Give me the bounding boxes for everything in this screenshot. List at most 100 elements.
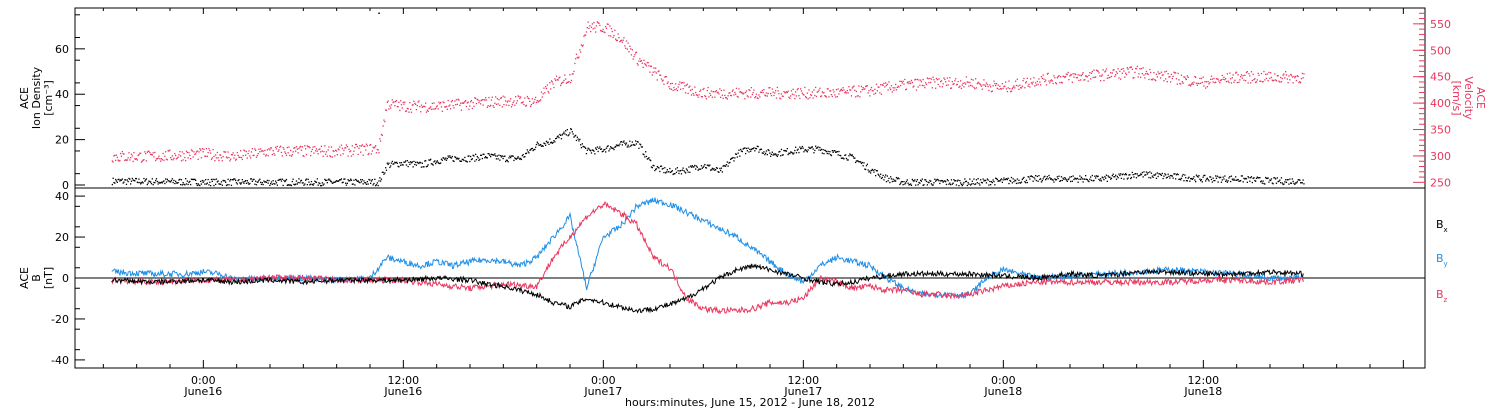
velocity-point	[1238, 81, 1240, 83]
ion-density-point	[1261, 182, 1263, 184]
ion-density-point	[241, 179, 243, 181]
velocity-point	[535, 101, 538, 104]
velocity-point	[1017, 85, 1019, 87]
velocity-point	[276, 145, 278, 148]
velocity-point	[1039, 81, 1041, 83]
velocity-point	[585, 31, 588, 33]
ion-density-point	[780, 155, 782, 157]
ion-density-point	[675, 168, 677, 170]
ion-density-point	[130, 180, 133, 182]
velocity-point	[1026, 77, 1028, 79]
ion-density-point	[131, 177, 133, 180]
velocity-point	[234, 154, 236, 156]
velocity-point	[1199, 77, 1201, 80]
velocity-point	[513, 100, 515, 102]
velocity-point	[794, 98, 796, 100]
velocity-point	[1120, 68, 1123, 70]
ion-density-point	[951, 183, 953, 185]
ion-density-point	[1250, 177, 1252, 179]
velocity-point	[550, 80, 553, 82]
ion-density-point	[113, 181, 115, 184]
ion-density-point	[1180, 177, 1183, 179]
velocity-point	[971, 85, 973, 87]
ion-density-point	[424, 160, 426, 162]
velocity-point	[1212, 81, 1214, 83]
ion-density-point	[712, 169, 714, 171]
ion-density-point	[920, 179, 922, 181]
ion-density-point	[183, 183, 185, 185]
velocity-point	[1295, 75, 1297, 78]
ion-density-point	[880, 177, 883, 180]
velocity-point	[758, 94, 760, 96]
ion-density-point	[201, 179, 203, 182]
ion-density-point	[853, 157, 855, 159]
ion-density-point	[173, 179, 175, 182]
ion-density-point	[363, 180, 365, 182]
ion-density-point	[879, 176, 881, 178]
velocity-point	[1023, 77, 1025, 80]
ion-density-point	[1011, 182, 1013, 184]
ion-density-point	[463, 159, 465, 162]
velocity-point	[1210, 75, 1213, 77]
velocity-point	[1051, 80, 1053, 82]
velocity-point	[650, 65, 652, 67]
ion-density-point	[826, 152, 828, 155]
velocity-point	[293, 147, 295, 149]
ion-density-point	[459, 160, 461, 162]
ion-density-point	[266, 179, 268, 182]
velocity-point	[275, 148, 278, 150]
ion-density-point	[1038, 175, 1040, 177]
velocity-point	[710, 94, 712, 96]
ion-density-point	[888, 177, 890, 180]
velocity-point	[407, 108, 409, 110]
velocity-point	[509, 100, 511, 102]
velocity-point	[439, 103, 441, 105]
ion-density-point	[1170, 175, 1173, 177]
ion-density-point	[868, 171, 870, 173]
ion-density-point	[199, 184, 201, 187]
velocity-point	[343, 149, 345, 152]
ion-density-point	[822, 149, 824, 151]
velocity-point	[731, 90, 733, 92]
ion-density-point	[773, 153, 775, 155]
velocity-point	[529, 100, 531, 102]
ion-density-point	[477, 157, 479, 159]
velocity-point	[1186, 75, 1188, 77]
velocity-point	[369, 144, 371, 146]
velocity-point	[798, 95, 800, 97]
ion-density-point	[481, 157, 483, 160]
ion-density-point	[379, 177, 381, 179]
velocity-point	[1142, 67, 1144, 69]
velocity-point	[651, 74, 653, 76]
velocity-point	[151, 154, 153, 156]
ion-density-point	[660, 165, 662, 167]
velocity-point	[262, 150, 264, 152]
ion-density-point	[1237, 178, 1239, 181]
velocity-point	[540, 91, 543, 93]
velocity-point	[498, 99, 500, 101]
velocity-point	[303, 155, 305, 157]
velocity-point	[531, 98, 533, 100]
velocity-point	[492, 105, 494, 107]
velocity-point	[734, 91, 736, 94]
top-ylabel-line3: [cm⁻³]	[42, 80, 55, 116]
ion-density-point	[1024, 181, 1026, 183]
velocity-point	[754, 97, 756, 99]
ion-density-point	[1004, 179, 1006, 181]
velocity-point	[403, 103, 405, 105]
ion-density-point	[144, 180, 146, 182]
velocity-point	[438, 101, 440, 103]
velocity-point	[1155, 79, 1157, 82]
velocity-point	[120, 152, 122, 155]
ion-density-point	[756, 145, 758, 147]
velocity-point	[422, 105, 424, 108]
ion-density-point	[672, 173, 674, 176]
ion-density-point	[385, 169, 388, 171]
velocity-point	[558, 77, 560, 79]
velocity-point	[1153, 72, 1155, 74]
ion-density-point	[320, 185, 323, 187]
ion-density-point	[710, 169, 713, 171]
velocity-point	[415, 103, 417, 105]
velocity-point	[1280, 76, 1282, 79]
velocity-point	[1229, 72, 1231, 74]
